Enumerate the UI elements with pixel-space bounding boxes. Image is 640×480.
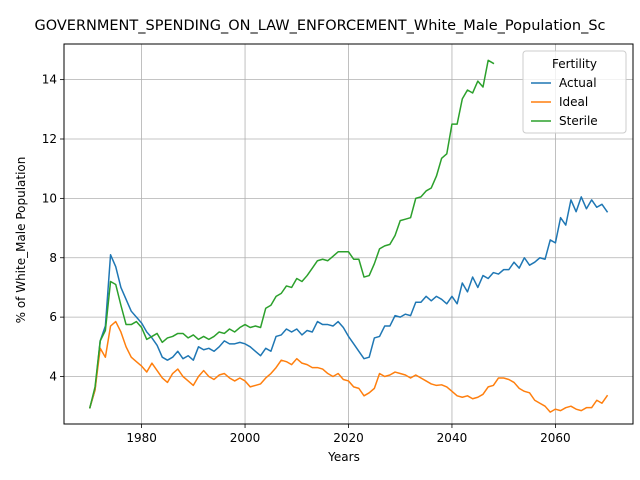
series-line-sterile (88, 59, 495, 409)
x-axis-label: Years (327, 450, 360, 464)
series-lines (88, 59, 609, 413)
x-axis: 1980 2000 2020 2040 2060 (126, 424, 571, 445)
legend: Fertility Actual Ideal Sterile (522, 50, 627, 134)
legend-label-actual: Actual (559, 76, 597, 90)
y-tick-label: 4 (49, 370, 57, 384)
y-tick-label: 12 (42, 132, 57, 146)
x-tick-label: 2060 (540, 431, 571, 445)
legend-label-ideal: Ideal (559, 95, 588, 109)
chart-title: GOVERNMENT_SPENDING_ON_LAW_ENFORCEMENT_W… (34, 18, 605, 34)
x-tick-label: 1980 (126, 431, 157, 445)
x-tick-label: 2000 (230, 431, 261, 445)
y-tick-label: 6 (49, 310, 57, 324)
series-line-actual (88, 196, 609, 409)
y-axis-label: % of White_Male Population (14, 157, 28, 324)
legend-box (522, 50, 627, 134)
legend-title: Fertility (552, 57, 597, 71)
x-tick-label: 2020 (333, 431, 364, 445)
y-axis: 4 6 8 10 12 14 (42, 73, 64, 384)
y-tick-label: 10 (42, 191, 57, 205)
x-tick-label: 2040 (437, 431, 468, 445)
series-line-ideal (88, 320, 609, 413)
y-tick-label: 8 (49, 251, 57, 265)
legend-label-sterile: Sterile (559, 114, 598, 128)
y-tick-label: 14 (42, 73, 57, 87)
